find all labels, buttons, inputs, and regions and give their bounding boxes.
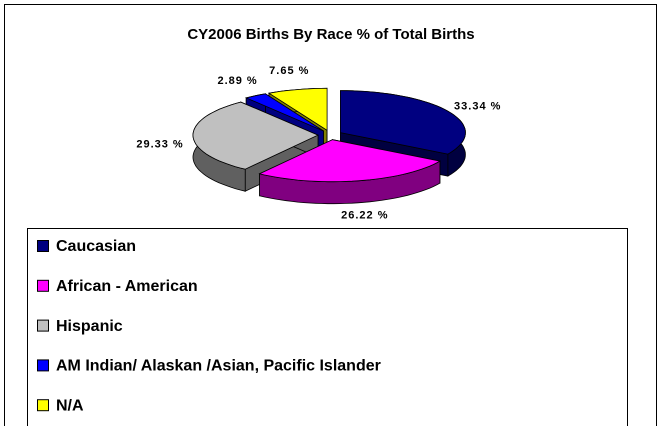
data-label: 33.34 % [454,100,501,112]
chart-title: CY2006 Births By Race % of Total Births [187,26,474,43]
data-label: 26.22 % [341,209,388,221]
legend-swatch [37,319,49,332]
legend-label: African - American [56,278,198,295]
legend-label: N/A [56,397,84,414]
legend-box [27,228,628,426]
legend-label: Caucasian [56,238,136,255]
legend-label: Hispanic [56,318,123,335]
slice [267,87,328,132]
data-label: 7.65 % [269,65,309,77]
slice [192,101,319,170]
slice [340,90,466,155]
slice-group [258,139,442,205]
slice [244,93,324,132]
legend-swatch [37,240,49,252]
legend-label: AM Indian/ Alaskan /Asian, Pacific Islan… [56,358,381,375]
slice [258,139,442,183]
legend-swatch [37,279,49,292]
legend-swatch [37,399,49,412]
data-label: 29.33 % [136,139,183,151]
legend-swatch [37,359,49,372]
data-label: 2.89 % [217,75,257,87]
